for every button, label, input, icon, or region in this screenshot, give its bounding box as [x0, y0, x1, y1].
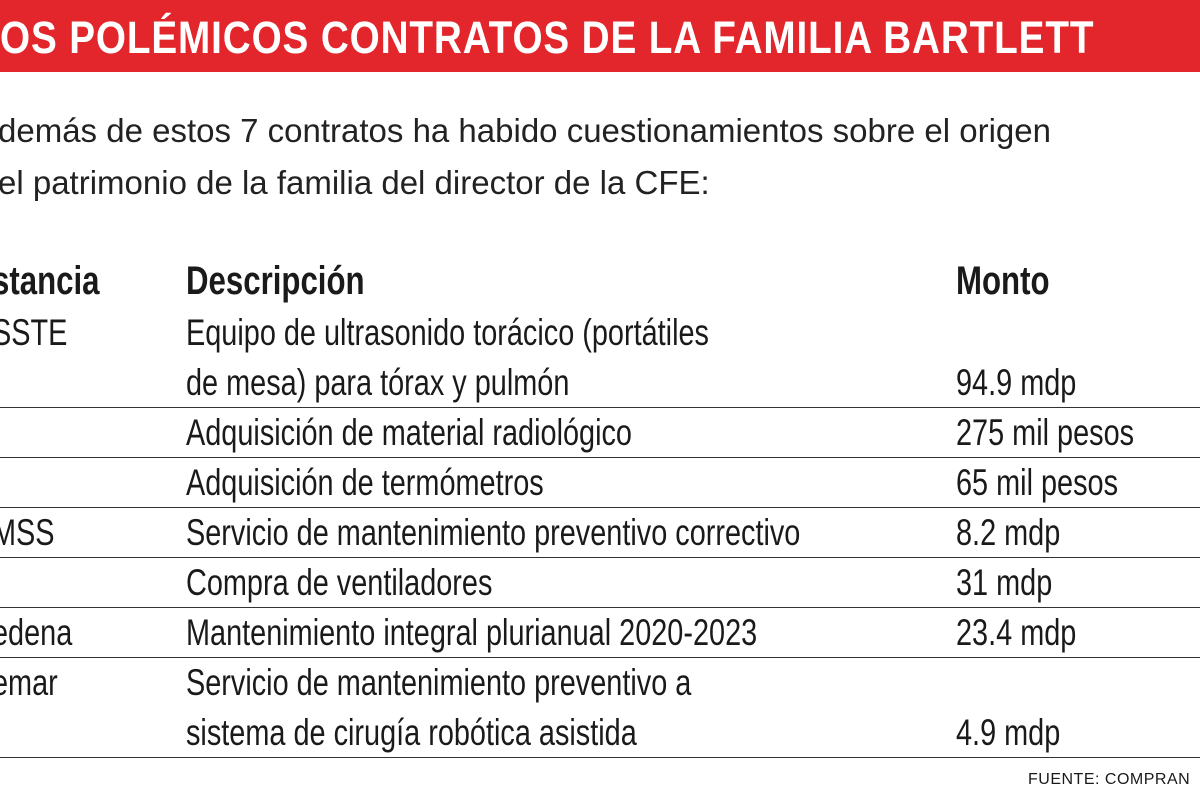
amount: 4.9 mdp — [956, 712, 1061, 753]
amount: 275 mil pesos — [956, 412, 1135, 453]
institution: SSTE — [0, 312, 68, 353]
row-divider — [0, 457, 1200, 458]
description: Servicio de mantenimiento preventivo a — [186, 662, 692, 703]
amount: 31 mdp — [956, 562, 1053, 603]
row-divider — [0, 407, 1200, 408]
column-header: Monto — [956, 259, 1050, 303]
row-divider — [0, 757, 1200, 758]
description: sistema de cirugía robótica asistida — [186, 712, 637, 753]
title: OS POLÉMICOS CONTRATOS DE LA FAMILIA BAR… — [0, 12, 1095, 63]
description: Adquisición de termómetros — [186, 462, 544, 503]
description: de mesa) para tórax y pulmón — [186, 362, 570, 403]
row-divider — [0, 557, 1200, 558]
institution: emar — [0, 662, 58, 703]
column-header: stancia — [0, 259, 100, 303]
description: Mantenimiento integral plurianual 2020-2… — [186, 612, 758, 653]
amount: 94.9 mdp — [956, 362, 1077, 403]
description: Adquisición de material radiológico — [186, 412, 632, 453]
description: Servicio de mantenimiento preventivo cor… — [186, 512, 801, 553]
amount: 8.2 mdp — [956, 512, 1061, 553]
row-divider — [0, 607, 1200, 608]
description: Equipo de ultrasonido torácico (portátil… — [186, 312, 709, 353]
intro-line: demás de estos 7 contratos ha habido cue… — [0, 112, 1051, 149]
row-divider — [0, 657, 1200, 658]
intro-line: el patrimonio de la familia del director… — [0, 164, 710, 201]
amount: 65 mil pesos — [956, 462, 1119, 503]
amount: 23.4 mdp — [956, 612, 1077, 653]
institution: MSS — [0, 512, 55, 553]
row-divider — [0, 507, 1200, 508]
column-header: Descripción — [186, 259, 365, 303]
source: FUENTE: COMPRAN — [1028, 771, 1191, 788]
description: Compra de ventiladores — [186, 562, 493, 603]
institution: edena — [0, 612, 73, 653]
banner: OS POLÉMICOS CONTRATOS DE LA FAMILIA BAR… — [0, 0, 1200, 72]
